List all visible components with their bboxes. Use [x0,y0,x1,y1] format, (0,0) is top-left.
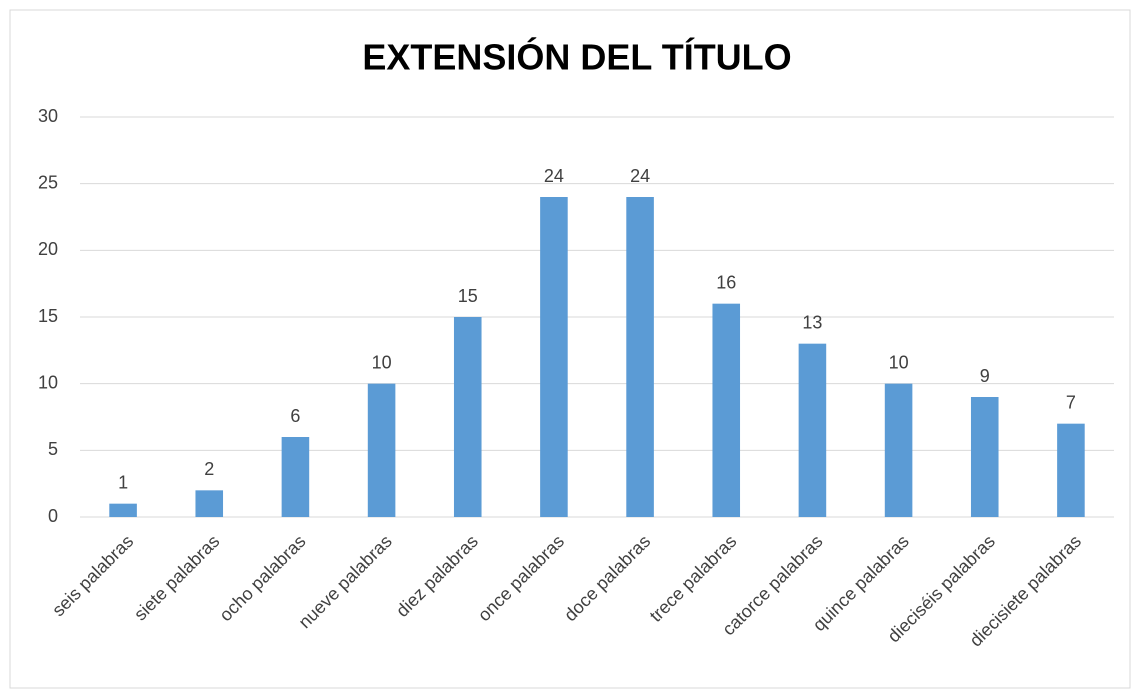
data-label: 7 [1066,392,1076,412]
bar [453,317,482,517]
bar [367,383,396,517]
y-tick-label: 25 [38,172,58,192]
data-label: 24 [544,166,564,186]
y-tick-label: 0 [48,506,58,526]
bar [626,197,654,517]
bar [884,383,913,517]
y-tick-label: 10 [38,372,58,392]
y-tick-label: 30 [38,106,58,126]
bar [540,197,568,517]
y-tick-label: 20 [38,239,58,259]
data-label: 1 [118,472,128,492]
data-label: 2 [204,459,214,479]
data-label: 9 [980,366,990,386]
bar [1057,423,1085,517]
bar [798,343,827,517]
chart-title: EXTENSIÓN DEL TÍTULO [362,36,791,78]
y-tick-label: 5 [48,439,58,459]
chart-border [9,9,1131,689]
y-tick-label: 15 [38,306,58,326]
data-label: 10 [372,352,392,372]
data-label: 10 [889,352,909,372]
data-label: 13 [802,312,822,332]
data-label: 15 [458,286,478,306]
bar [109,503,137,517]
bar [712,303,741,517]
data-label: 16 [716,272,736,292]
bar [195,490,224,517]
bar [970,397,999,517]
bar [281,437,310,517]
data-label: 24 [630,166,650,186]
data-label: 6 [290,406,300,426]
